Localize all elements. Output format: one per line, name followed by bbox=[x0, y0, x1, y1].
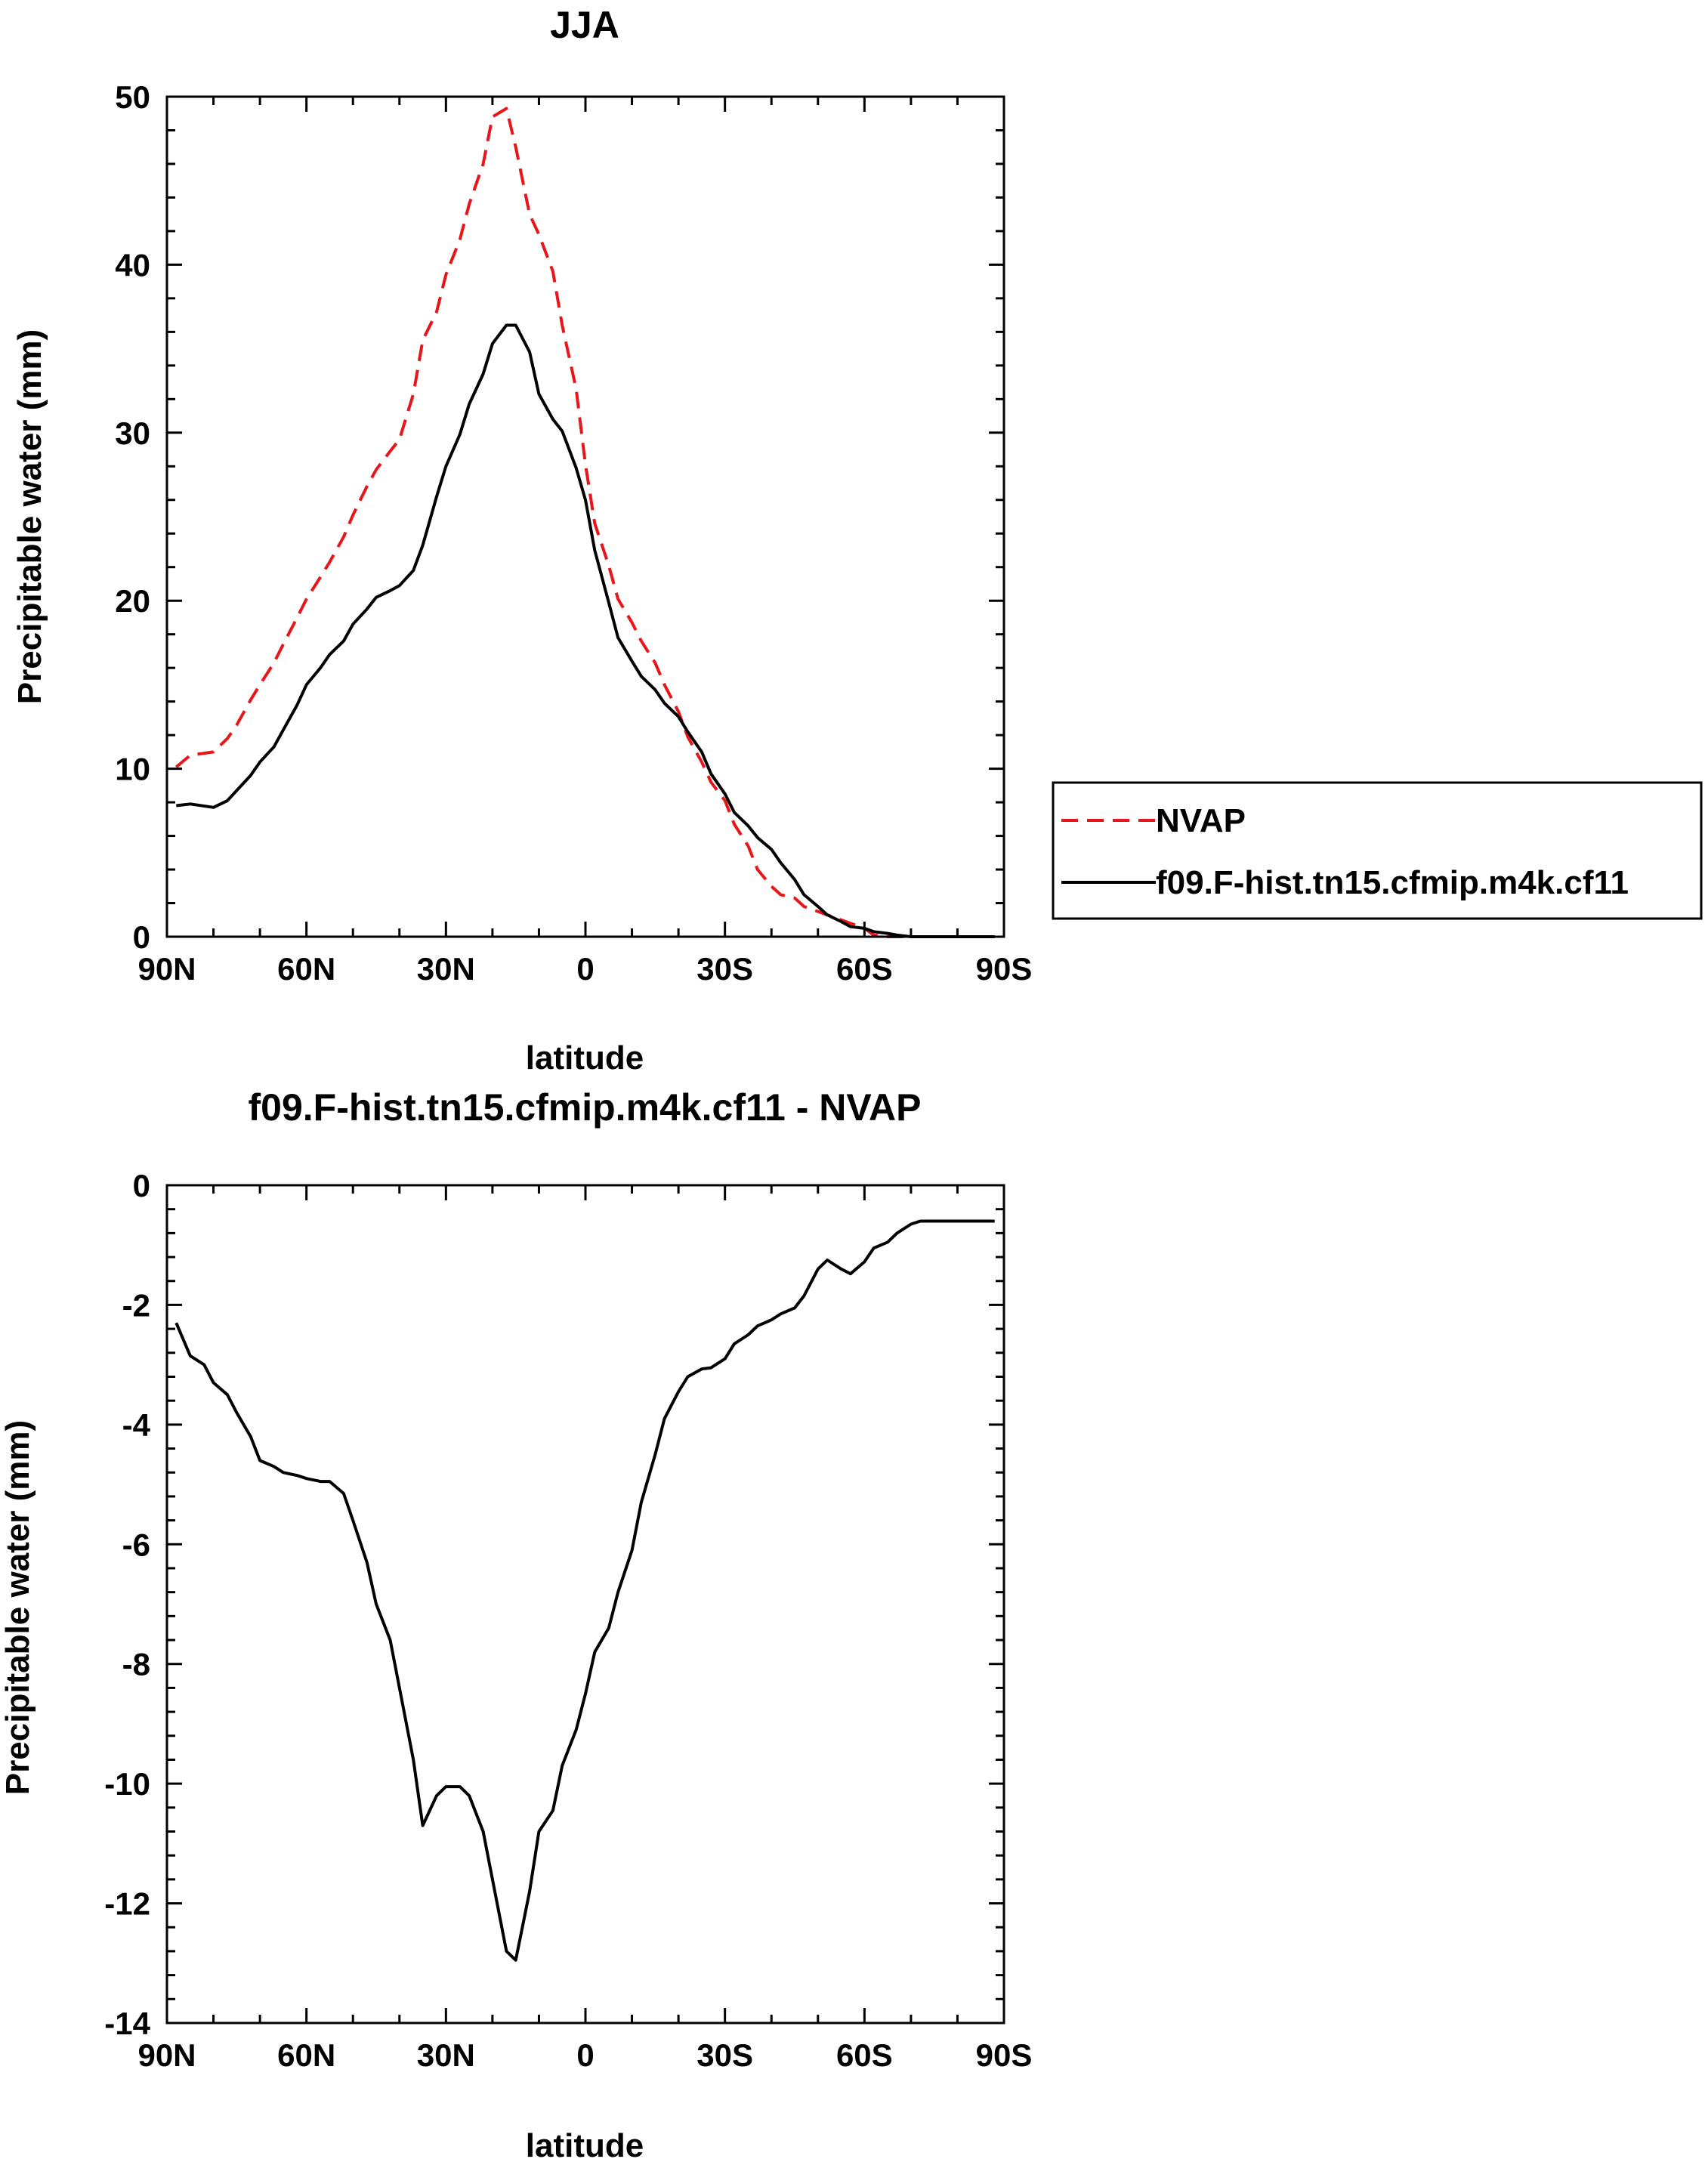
bottom-plot-frame bbox=[165, 1184, 1005, 2025]
bottom-y-tick-label: -6 bbox=[122, 1527, 150, 1562]
top-panel: JJA 90N 60N 30N 0 30S 60S 90S 0 10 20 30 40 50 latit… bbox=[11, 4, 1703, 1076]
top-x-tick-label: 90N bbox=[137, 951, 196, 987]
legend-nvap-label: NVAP bbox=[1156, 802, 1246, 839]
bottom-panel: f09.F-hist.tn15.cfmip.m4k.cf11 - NVAP 90… bbox=[0, 1086, 1032, 2162]
bottom-plot-area: 90N 60N 30N 0 30S 60S 90S 0 -2 -4 -6 -8 -10 -12 -14 bbox=[104, 1168, 1032, 2073]
bottom-y-tick-label: -8 bbox=[122, 1647, 150, 1682]
legend-model-label: f09.F-hist.tn15.cfmip.m4k.cf11 bbox=[1156, 864, 1629, 901]
bottom-chart-title: f09.F-hist.tn15.cfmip.m4k.cf11 - NVAP bbox=[249, 1086, 922, 1129]
bottom-y-axis-label: Precipitable water (mm) bbox=[0, 1420, 36, 1795]
bottom-y-tick-label: -4 bbox=[122, 1407, 151, 1443]
top-y-tick-label: 40 bbox=[115, 247, 150, 283]
top-series-f09-f-hist-tn15-cfmip-m4k-cf11-line bbox=[176, 323, 995, 938]
bottom-y-tick-label: -14 bbox=[104, 2006, 150, 2041]
bottom-x-tick-label: 30S bbox=[696, 2037, 753, 2073]
bottom-y-tick-label: -10 bbox=[104, 1766, 150, 1802]
top-x-tick-label: 0 bbox=[576, 951, 594, 987]
bottom-y-tick-label: 0 bbox=[133, 1168, 150, 1203]
top-chart-title: JJA bbox=[550, 4, 619, 46]
top-plot-frame bbox=[165, 95, 1005, 938]
top-x-tick-label: 60S bbox=[836, 951, 893, 987]
top-series-nvap-line bbox=[175, 107, 995, 938]
top-y-tick-label: 50 bbox=[115, 79, 150, 115]
top-x-tick-label: 30N bbox=[417, 951, 475, 987]
top-x-axis-label: latitude bbox=[526, 1039, 644, 1076]
bottom-series-line-0-line bbox=[175, 1219, 995, 1962]
bottom-x-tick-label: 0 bbox=[576, 2037, 594, 2073]
top-y-axis-label: Precipitable water (mm) bbox=[11, 329, 48, 704]
bottom-y-tick-label: -2 bbox=[122, 1287, 150, 1323]
top-x-tick-label: 60N bbox=[277, 951, 335, 987]
bottom-x-tick-label: 90N bbox=[137, 2037, 196, 2073]
top-y-tick-label: 0 bbox=[133, 919, 150, 955]
top-x-tick-label: 30S bbox=[696, 951, 753, 987]
bottom-y-tick-label: -12 bbox=[104, 1886, 150, 1922]
bottom-x-tick-label: 60S bbox=[836, 2037, 893, 2073]
top-plot-area: 90N 60N 30N 0 30S 60S 90S 0 10 20 30 40 50 bbox=[115, 79, 1032, 987]
top-y-tick-label: 20 bbox=[115, 583, 150, 619]
bottom-x-tick-label: 30N bbox=[417, 2037, 475, 2073]
bottom-x-tick-label: 60N bbox=[277, 2037, 335, 2073]
top-x-tick-label: 90S bbox=[976, 951, 1033, 987]
bottom-x-tick-label: 90S bbox=[976, 2037, 1033, 2073]
legend: NVAP f09.F-hist.tn15.cfmip.m4k.cf11 bbox=[1052, 781, 1703, 920]
top-y-tick-label: 30 bbox=[115, 415, 150, 451]
bottom-x-axis-label: latitude bbox=[526, 2127, 644, 2162]
top-y-tick-label: 10 bbox=[115, 752, 150, 787]
legend-box bbox=[1052, 781, 1703, 920]
